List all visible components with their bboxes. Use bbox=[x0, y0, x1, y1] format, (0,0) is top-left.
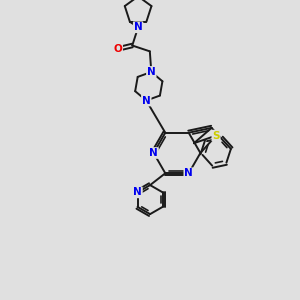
Text: N: N bbox=[147, 67, 156, 77]
Text: N: N bbox=[149, 148, 158, 158]
Text: N: N bbox=[142, 95, 151, 106]
Text: S: S bbox=[212, 130, 220, 141]
Text: N: N bbox=[133, 188, 142, 197]
Text: N: N bbox=[184, 168, 193, 178]
Text: O: O bbox=[113, 44, 122, 54]
Text: N: N bbox=[134, 22, 142, 32]
